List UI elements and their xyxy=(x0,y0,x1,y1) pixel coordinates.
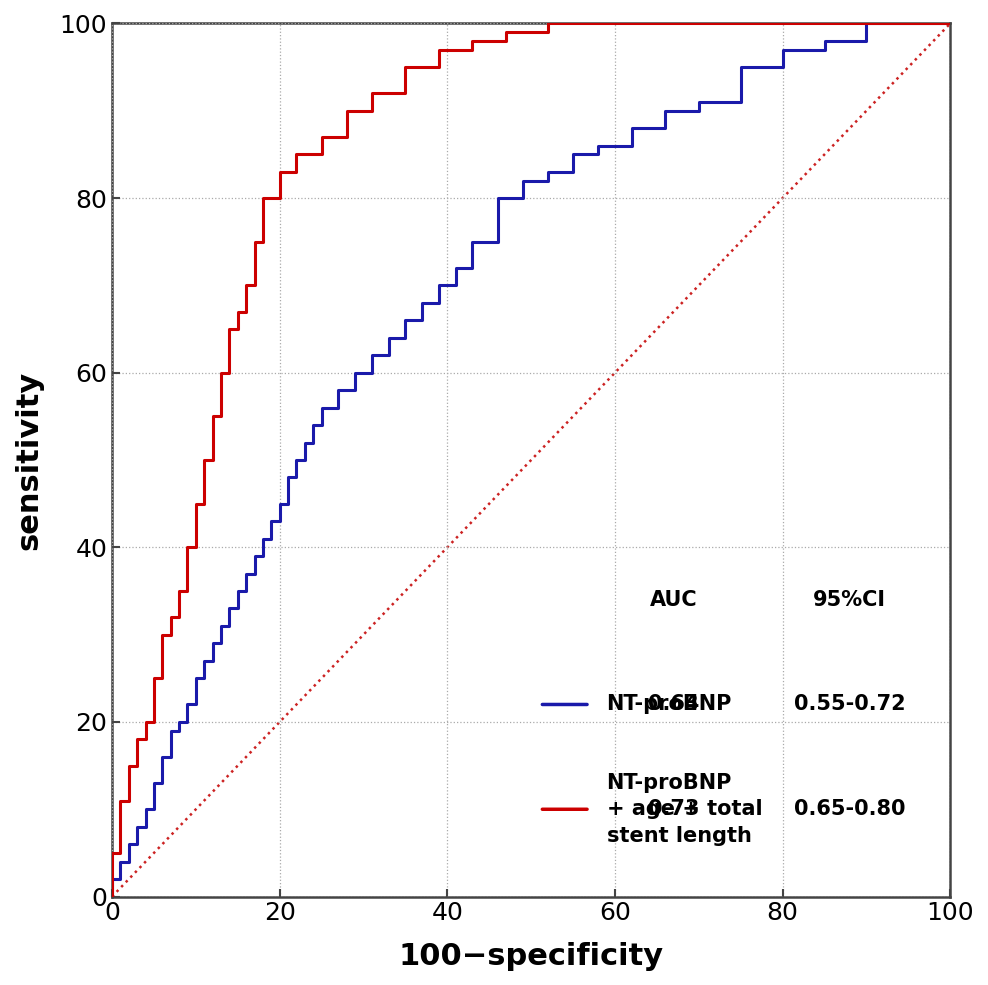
Text: 0.55-0.72: 0.55-0.72 xyxy=(794,694,906,714)
Text: AUC: AUC xyxy=(650,590,698,610)
Text: NT-proBNP: NT-proBNP xyxy=(607,694,732,714)
Text: 0.64: 0.64 xyxy=(648,694,700,714)
Text: 95%CI: 95%CI xyxy=(813,590,886,610)
Text: 0.73: 0.73 xyxy=(648,799,700,820)
Text: NT-proBNP
+ age + total
stent length: NT-proBNP + age + total stent length xyxy=(607,773,762,846)
Text: 0.65-0.80: 0.65-0.80 xyxy=(794,799,905,820)
Y-axis label: sensitivity: sensitivity xyxy=(14,370,42,550)
X-axis label: 100−specificity: 100−specificity xyxy=(398,942,664,971)
